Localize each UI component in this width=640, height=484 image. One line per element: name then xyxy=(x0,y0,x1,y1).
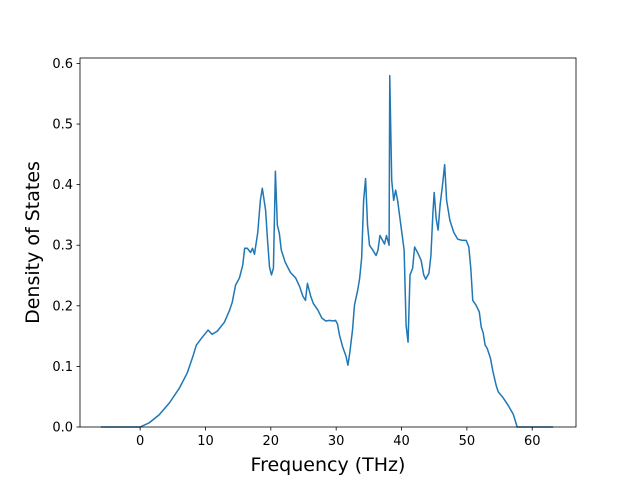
x-tick-label: 20 xyxy=(263,434,280,449)
x-tick-label: 40 xyxy=(393,434,410,449)
axes-frame xyxy=(79,57,577,428)
y-tick-label: 0.3 xyxy=(52,239,73,254)
line xyxy=(100,74,554,428)
y-tick-label: 0.2 xyxy=(52,299,73,314)
y-tick-label: 0.6 xyxy=(52,57,73,72)
x-tick-label: 50 xyxy=(459,434,476,449)
x-tick-label: 0 xyxy=(136,434,144,449)
y-tick-label: 0.1 xyxy=(52,360,73,375)
x-tick-label: 10 xyxy=(197,434,214,449)
y-tick-label: 0.4 xyxy=(52,178,73,193)
x-tick-label: 30 xyxy=(328,434,345,449)
y-tick-label: 0.5 xyxy=(52,118,73,133)
x-axis-label: Frequency (THz) xyxy=(251,454,406,476)
y-axis-label: Density of States xyxy=(22,161,44,324)
y-tick-label: 0.0 xyxy=(52,421,73,436)
x-tick-label: 60 xyxy=(524,434,541,449)
